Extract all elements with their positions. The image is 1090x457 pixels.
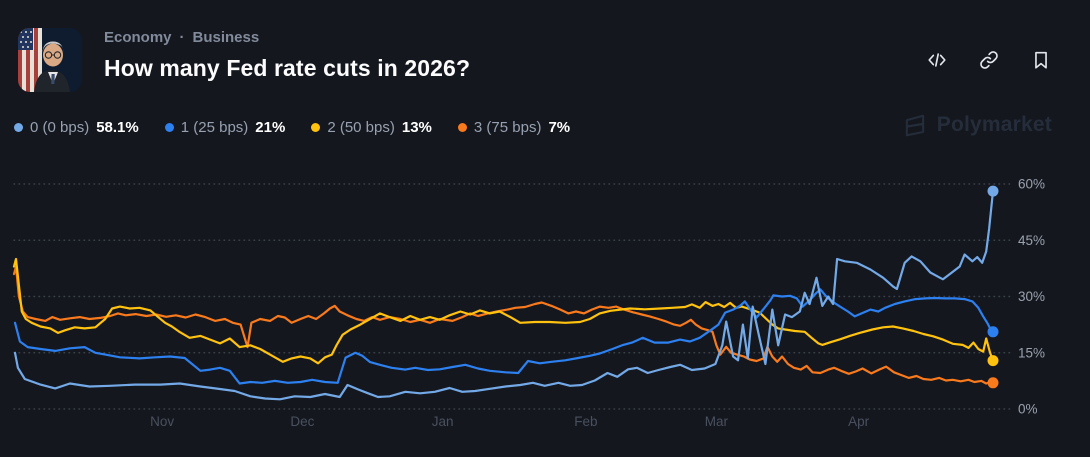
page-title: How many Fed rate cuts in 2026? <box>104 55 471 81</box>
series-line <box>12 265 995 385</box>
legend-item-50bps[interactable]: 2 (50 bps) 13% <box>311 119 432 136</box>
polymarket-logo-icon <box>905 114 924 137</box>
code-icon <box>928 53 946 67</box>
polymarket-watermark: Polymarket <box>902 112 1052 138</box>
legend-label: 3 (75 bps) <box>473 119 542 136</box>
y-axis-label: 30% <box>1018 289 1045 304</box>
x-axis-label: Apr <box>848 414 870 429</box>
market-avatar <box>18 28 82 92</box>
breadcrumb-separator: · <box>179 29 185 46</box>
legend-value: 13% <box>401 119 432 136</box>
copy-link-button[interactable] <box>978 49 1000 71</box>
us-flag <box>18 28 42 92</box>
legend-item-0bps[interactable]: 0 (0 bps) 58.1% <box>14 119 139 136</box>
watermark-text: Polymarket <box>936 113 1052 136</box>
series-endpoint-dot <box>987 377 999 389</box>
series-line <box>13 190 995 401</box>
legend-dot <box>164 123 174 132</box>
market-header: Economy · Business How many Fed rate cut… <box>18 28 470 92</box>
link-icon <box>980 51 998 69</box>
y-axis-label: 45% <box>1018 233 1045 248</box>
embed-button[interactable] <box>926 49 948 71</box>
breadcrumb-subcategory[interactable]: Business <box>192 29 260 46</box>
breadcrumb-category[interactable]: Economy <box>104 29 172 46</box>
x-axis-label: Dec <box>290 414 314 429</box>
legend-item-75bps[interactable]: 3 (75 bps) 7% <box>457 119 571 136</box>
y-axis-label: 60% <box>1018 177 1045 192</box>
breadcrumb: Economy · Business <box>104 29 470 46</box>
bookmark-icon <box>1035 51 1047 69</box>
y-axis-label: 0% <box>1018 402 1038 417</box>
series-line <box>12 257 995 365</box>
legend-label: 0 (0 bps) <box>30 119 90 136</box>
x-axis-label: Jan <box>432 414 454 429</box>
legend-dot <box>311 123 321 132</box>
legend-value: 7% <box>548 119 571 136</box>
legend-value: 21% <box>255 119 286 136</box>
legend-label: 1 (25 bps) <box>180 119 249 136</box>
x-axis-label: Mar <box>705 414 729 429</box>
legend-dot <box>457 123 467 132</box>
outcome-legend: 0 (0 bps) 58.1% 1 (25 bps) 21% 2 (50 bps… <box>14 119 570 136</box>
legend-label: 2 (50 bps) <box>327 119 395 136</box>
y-axis-label: 15% <box>1018 345 1045 360</box>
x-axis-label: Nov <box>150 414 174 429</box>
series-endpoint-dot <box>987 185 999 197</box>
fed-chair-portrait <box>18 28 82 92</box>
market-actions <box>926 49 1052 71</box>
person-silhouette <box>34 41 70 92</box>
series-endpoint-dot <box>987 326 999 338</box>
legend-value: 58.1% <box>96 119 139 136</box>
legend-dot <box>14 123 23 132</box>
series-line <box>13 288 995 385</box>
bookmark-button[interactable] <box>1030 49 1052 71</box>
series-endpoint-dot <box>987 355 999 367</box>
legend-item-25bps[interactable]: 1 (25 bps) 21% <box>164 119 286 136</box>
x-axis-label: Feb <box>574 414 597 429</box>
